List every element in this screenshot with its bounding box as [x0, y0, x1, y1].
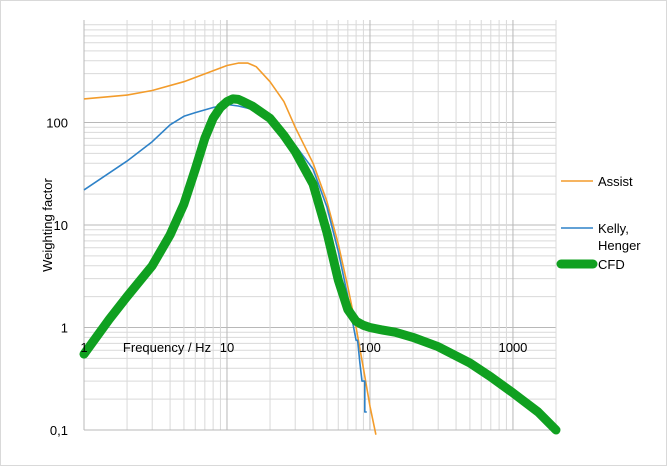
legend-label-assist: Assist	[598, 174, 633, 189]
x-axis-title: Frequency / Hz	[123, 340, 211, 355]
legend-label-kelly-henger: Kelly, Henger	[598, 221, 641, 253]
legend: Assist Kelly, Henger CFD	[556, 174, 641, 272]
x-tick-label: 100	[359, 340, 381, 355]
legend-label-line: Henger	[598, 238, 641, 253]
x-tick-label: 1000	[498, 340, 527, 355]
x-tick-label: 1	[80, 340, 87, 355]
y-tick-label: 100	[46, 116, 68, 131]
legend-label-cfd: CFD	[598, 257, 625, 272]
x-tick-label: 10	[220, 340, 234, 355]
series-line-cfd	[79, 94, 561, 435]
y-axis-title: Weighting factor	[40, 177, 55, 271]
y-tick-label: 10	[54, 218, 68, 233]
tick-labels: 0,1 1 10 100 1 10 100 1000	[46, 116, 527, 439]
series-layer	[79, 62, 561, 435]
y-tick-label: 1	[61, 321, 68, 336]
legend-label-line: Kelly,	[598, 221, 629, 236]
series-line-kelly-henger	[83, 103, 367, 413]
y-tick-label: 0,1	[50, 423, 68, 438]
